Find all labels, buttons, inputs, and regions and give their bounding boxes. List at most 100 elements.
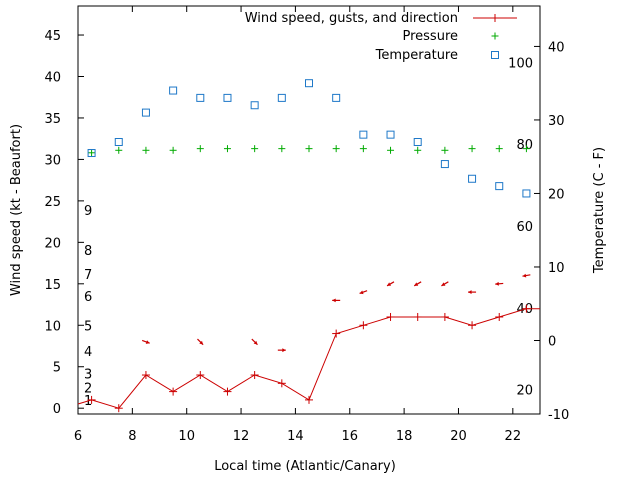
axes-ticks: 6 8 10 12 14 16 18 20 22051015202530354045-10010…	[44, 6, 569, 444]
pressure-point	[332, 145, 340, 153]
wind-direction-arrow	[468, 290, 477, 295]
temperature-point	[495, 182, 504, 191]
beaufort-label: 3	[84, 367, 92, 382]
y-tick-label: 0	[53, 402, 61, 417]
wind-direction-arrow	[441, 281, 449, 287]
wind-speed-point	[169, 387, 178, 396]
legend-label: Pressure	[402, 29, 458, 44]
temperature-point	[87, 149, 96, 158]
pressure-point	[169, 146, 177, 154]
wind-direction-arrow	[251, 338, 258, 346]
wind-arrow-head	[441, 282, 446, 286]
pressure-point	[414, 146, 422, 154]
pressure-point	[522, 145, 530, 153]
wind-arrow-head	[387, 282, 392, 286]
y-tick-label: 25	[44, 195, 61, 210]
pressure-point	[359, 145, 367, 153]
beaufort-label: 6	[84, 290, 92, 305]
fahrenheit-label: 80	[516, 138, 533, 153]
y-tick-label: 10	[44, 319, 61, 334]
plot-frame	[77, 5, 541, 415]
temperature-point	[223, 93, 232, 102]
y2-tick-label: -10	[548, 408, 569, 423]
beaufort-label: 4	[84, 345, 92, 360]
wind-speed-point	[413, 312, 422, 321]
pressure-point	[441, 146, 449, 154]
pressure-point	[305, 145, 313, 153]
wind-speed-point	[386, 312, 395, 321]
chart-marks	[77, 79, 540, 413]
wind-direction-arrow	[522, 273, 531, 278]
wind-arrow-head	[145, 340, 150, 344]
wind-arrow-head	[468, 290, 472, 295]
legend-label: Temperature	[375, 48, 458, 63]
x-tick-label: 6	[74, 429, 82, 444]
wind-speed-point	[277, 379, 286, 388]
y-tick-label: 35	[44, 112, 61, 127]
y2-tick-label: 10	[548, 261, 565, 276]
pressure-point	[468, 145, 476, 153]
pressure-point	[495, 145, 503, 153]
temperature-point	[440, 160, 449, 169]
temperature-point	[332, 93, 341, 102]
temperature-point	[141, 108, 150, 117]
wind-direction-arrow	[359, 290, 368, 295]
x-tick-label: 16	[341, 429, 358, 444]
wind-direction-arrow	[495, 281, 504, 286]
wind-speed-point	[468, 321, 477, 330]
y2-tick-label: 0	[548, 334, 556, 349]
beaufort-label: 9	[84, 204, 92, 219]
wind-speed-point	[223, 387, 232, 396]
wind-direction-arrow	[277, 348, 286, 353]
pressure-point	[142, 146, 150, 154]
wind-speed-point	[250, 371, 259, 380]
wind-arrow-head	[253, 340, 258, 345]
wind-arrow-head	[199, 340, 204, 345]
x-tick-label: 14	[287, 429, 304, 444]
wind-speed-point	[440, 312, 449, 321]
wind-speed-point	[196, 371, 205, 380]
pressure-point	[88, 149, 96, 157]
wind-direction-arrow	[197, 338, 204, 346]
fahrenheit-label: 100	[508, 57, 533, 72]
wind-direction-arrow	[413, 281, 422, 287]
y2-tick-label: 20	[548, 187, 565, 202]
wind-speed-point	[141, 371, 150, 380]
y2-tick-label: 30	[548, 114, 565, 129]
y2-tick-label: 40	[548, 40, 565, 55]
wind-direction-arrow	[386, 281, 395, 287]
beaufort-label: 2	[84, 381, 92, 396]
temperature-point	[196, 93, 205, 102]
temperature-point	[305, 79, 313, 88]
temperature-point	[169, 86, 178, 95]
wind-speed-point	[495, 312, 504, 321]
wind-speed-point	[305, 395, 313, 404]
temperature-point	[250, 101, 259, 110]
x-tick-label: 12	[233, 429, 250, 444]
wind-speed-point	[359, 321, 368, 330]
pressure-point	[387, 146, 395, 154]
wind-arrow-head	[332, 298, 336, 303]
wind-arrow-head	[495, 281, 499, 286]
x-tick-label: 18	[396, 429, 413, 444]
legend-swatch	[491, 51, 499, 59]
wind-direction-arrow	[141, 339, 150, 344]
y-tick-label: 40	[44, 70, 61, 85]
fahrenheit-label: 20	[516, 384, 533, 399]
pressure-point	[251, 145, 259, 153]
temperature-point	[386, 130, 395, 139]
temperature-point	[359, 130, 368, 139]
temperature-point	[277, 93, 286, 102]
beaufort-label: 5	[84, 319, 92, 334]
y-tick-label: 30	[44, 153, 61, 168]
wind-arrow-head	[414, 282, 419, 286]
x-axis-label: Local time (Atlantic/Canary)	[214, 459, 396, 474]
wind-speed-point	[332, 329, 341, 338]
temperature-point	[413, 138, 422, 146]
pressure-point	[196, 145, 204, 153]
fahrenheit-label: 60	[516, 220, 533, 235]
wind-speed-point	[114, 404, 123, 413]
legend: Wind speed, gusts, and direction Pressure…	[245, 11, 517, 63]
wind-arrow-head	[359, 290, 364, 295]
